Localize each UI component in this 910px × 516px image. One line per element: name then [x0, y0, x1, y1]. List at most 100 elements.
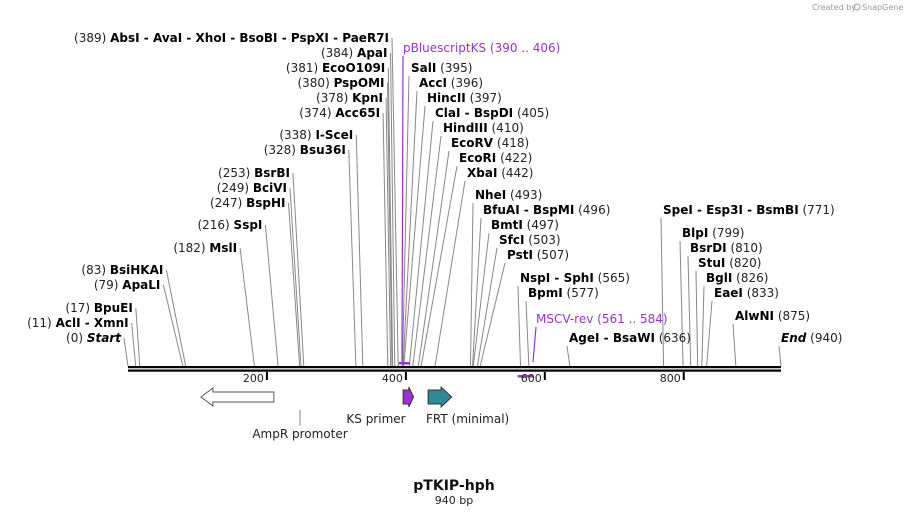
enzyme-name: BmtI	[491, 218, 523, 232]
enzyme-label-bsphi: (247) BspHI	[210, 196, 285, 210]
enzyme-name: SalI	[411, 61, 436, 75]
enzyme-name: Bsu36I	[300, 143, 346, 157]
enzyme-name: End	[781, 331, 807, 345]
backbone-bottom	[128, 369, 781, 372]
scale-tick-label: 600	[521, 372, 542, 385]
enzyme-position: (493)	[506, 188, 542, 202]
enzyme-name: BspHI	[246, 196, 285, 210]
enzyme-label-sspi: (216) SspI	[197, 218, 262, 232]
enzyme-position: (397)	[466, 91, 502, 105]
leader-line-end	[778, 345, 782, 367]
enzyme-label-ecori: EcoRI (422)	[459, 151, 532, 165]
primer-binding-bar	[398, 362, 411, 365]
enzyme-label-alwni: AlwNI (875)	[735, 309, 810, 323]
enzyme-position: (11)	[27, 316, 55, 330]
leader-line-ecori	[420, 165, 458, 367]
primer-label-mscv-rev: MSCV-rev (561 .. 584)	[536, 312, 668, 326]
leader-line-ecoo109i	[387, 67, 394, 367]
enzyme-name: AccI	[419, 76, 447, 90]
enzyme-name: SspI	[234, 218, 263, 232]
enzyme-position: (875)	[774, 309, 810, 323]
leader-line-agei	[566, 345, 571, 367]
enzyme-label-clai: ClaI - BspDI (405)	[435, 106, 549, 120]
enzyme-label-hindiii: HindIII (410)	[443, 121, 524, 135]
enzyme-position: (771)	[799, 203, 835, 217]
enzyme-name: PstI	[507, 248, 533, 262]
enzyme-name: NheI	[475, 188, 506, 202]
enzyme-label-bpmi: BpmI (577)	[528, 286, 599, 300]
enzyme-label-apali: (79) ApaLI	[94, 278, 161, 292]
enzyme-name: BpmI	[528, 286, 563, 300]
primer-leader	[401, 55, 404, 363]
enzyme-position: (0)	[66, 331, 87, 345]
enzyme-label-start: (0) Start	[66, 331, 122, 345]
enzyme-label-bsihkai: (83) BsiHKAI	[81, 263, 163, 277]
enzyme-name: I-SceI	[315, 128, 353, 142]
enzyme-name: BciVI	[253, 181, 287, 195]
enzyme-position: (826)	[732, 271, 768, 285]
primer-binding-bar	[517, 375, 534, 378]
enzyme-position: (389)	[74, 31, 110, 45]
enzyme-position: (940)	[806, 331, 842, 345]
enzyme-label-i: (338) I-SceI	[279, 128, 353, 142]
enzyme-name: EaeI	[714, 286, 743, 300]
enzyme-position: (405)	[513, 106, 549, 120]
leader-line-apai	[390, 52, 396, 367]
leader-line-acli	[131, 322, 137, 367]
enzyme-label-blpi: BlpI (799)	[682, 226, 744, 240]
enzyme-position: (83)	[81, 263, 109, 277]
primer-range: (390 .. 406)	[486, 41, 560, 55]
scale-tick-label: 800	[660, 372, 681, 385]
backbone-top	[128, 366, 781, 369]
enzyme-position: (17)	[65, 301, 93, 315]
leader-line-bpmi	[525, 300, 530, 367]
leader-line-ecorv	[417, 150, 450, 367]
enzyme-name: PspOMI	[334, 76, 385, 90]
enzyme-label-eaei: EaeI (833)	[714, 286, 779, 300]
leader-line-nspi	[517, 285, 521, 367]
leader-line-blpi	[679, 240, 684, 367]
enzyme-label-spei: SpeI - Esp3I - BsmBI (771)	[663, 203, 835, 217]
leader-line-acc65i	[382, 112, 389, 367]
enzyme-label-end: End (940)	[781, 331, 842, 345]
leader-lines	[123, 37, 782, 367]
enzyme-label-bsrbi: (253) BsrBI	[218, 166, 290, 180]
enzyme-position: (503)	[524, 233, 560, 247]
enzyme-name: NspI - SphI	[520, 271, 594, 285]
enzyme-label-ecorv: EcoRV (418)	[451, 136, 529, 150]
enzyme-name: BfuAI - BspMI	[483, 203, 574, 217]
snapgene-logo-icon	[853, 3, 861, 11]
enzyme-position: (418)	[493, 136, 529, 150]
feature-label-ampr-promoter: AmpR promoter	[252, 427, 347, 441]
enzyme-label-pspomi: (380) PspOMI	[297, 76, 384, 90]
enzyme-name: AclI - XmnI	[56, 316, 129, 330]
enzyme-label-ecoo109i: (381) EcoO109I	[286, 61, 385, 75]
enzyme-position: (507)	[533, 248, 569, 262]
feature-label-ks-primer: KS primer	[346, 412, 405, 426]
leader-line-alwni	[732, 323, 737, 367]
enzyme-position: (249)	[217, 181, 253, 195]
enzyme-label-xbai: XbaI (442)	[467, 166, 534, 180]
enzyme-position: (410)	[488, 121, 524, 135]
feature-ks-primer	[402, 386, 415, 408]
primer-name: MSCV-rev	[536, 312, 593, 326]
map-title: pTKIP-hph	[413, 478, 494, 494]
enzyme-position: (577)	[563, 286, 599, 300]
enzyme-label-bmti: BmtI (497)	[491, 218, 559, 232]
enzyme-position: (395)	[436, 61, 472, 75]
primer-range: (561 .. 584)	[593, 312, 667, 326]
enzyme-name: AlwNI	[735, 309, 774, 323]
leader-line-bsrbi	[292, 172, 305, 367]
enzyme-name: BpuEI	[94, 301, 133, 315]
enzyme-name: SfcI	[499, 233, 524, 247]
enzyme-name: BsiHKAI	[110, 263, 164, 277]
primer-leader	[532, 326, 537, 363]
enzyme-position: (79)	[94, 278, 122, 292]
scale-tick-label: 200	[243, 372, 264, 385]
enzyme-position: (497)	[523, 218, 559, 232]
leader-line-bgli	[701, 285, 705, 367]
leader-line-pspomi	[387, 82, 393, 367]
enzyme-label-bfuai: BfuAI - BspMI (496)	[483, 203, 610, 217]
leader-line-spei	[660, 217, 665, 367]
